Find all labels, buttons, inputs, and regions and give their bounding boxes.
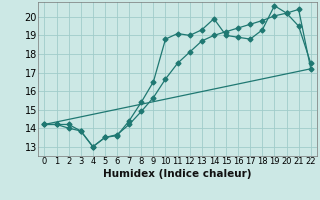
X-axis label: Humidex (Indice chaleur): Humidex (Indice chaleur): [103, 169, 252, 179]
